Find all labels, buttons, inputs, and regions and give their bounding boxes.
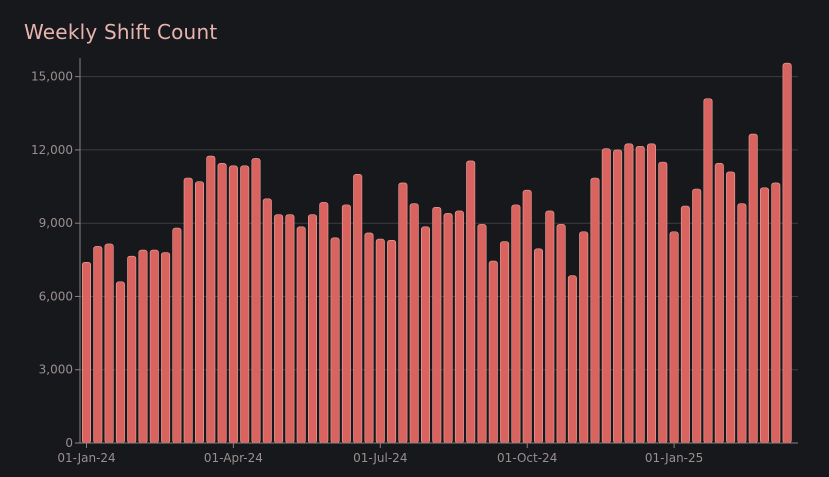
bar (567, 275, 577, 444)
bar (262, 198, 272, 444)
bar (93, 246, 103, 444)
bar (161, 252, 171, 444)
bar (398, 182, 408, 444)
bar (296, 226, 306, 444)
bar (240, 165, 250, 444)
bar (771, 182, 781, 444)
bar (104, 243, 114, 444)
x-tick-label: 01-Jan-24 (57, 451, 115, 465)
bar (206, 155, 216, 444)
bar (375, 238, 385, 444)
y-tick-label: 3,000 (39, 363, 73, 377)
bar (658, 161, 668, 444)
bar (782, 62, 792, 444)
bar (624, 143, 634, 444)
bar (590, 177, 600, 444)
bar (635, 145, 645, 444)
x-axis: 01-Jan-24 01-Apr-24 01-Jul-24 01-Oct-24 01-J… (57, 442, 798, 465)
bar (149, 249, 159, 444)
bar (319, 202, 329, 444)
y-axis: 0 3,000 6,000 9,000 12,000 15,000 (31, 58, 81, 450)
bar (285, 214, 295, 444)
x-tick-label: 01-Apr-24 (204, 451, 263, 465)
bar (601, 148, 611, 444)
bar (138, 249, 148, 444)
bar (387, 239, 397, 444)
bar (680, 205, 690, 444)
bar (217, 163, 227, 444)
bar (443, 213, 453, 444)
bar (330, 237, 340, 444)
x-tick-label: 01-Jan-25 (645, 451, 703, 465)
bar (703, 98, 713, 444)
bar (737, 203, 747, 444)
bar (579, 231, 589, 444)
bar (714, 163, 724, 444)
bar (115, 281, 125, 444)
bar (533, 248, 543, 444)
y-tick-label: 12,000 (31, 143, 73, 157)
bar (432, 207, 442, 444)
bar (726, 171, 736, 444)
bar (409, 203, 419, 444)
bar (748, 133, 758, 444)
bar (477, 224, 487, 444)
bar (82, 261, 92, 444)
bar (364, 232, 374, 444)
bar (454, 210, 464, 444)
bar (420, 226, 430, 444)
bar (183, 177, 193, 444)
y-tick-label: 0 (65, 436, 73, 450)
bar (251, 158, 261, 444)
bar (127, 255, 137, 444)
bar (353, 174, 363, 444)
bar (488, 260, 498, 444)
bar (307, 214, 317, 444)
bar (466, 160, 476, 444)
bar (195, 181, 205, 444)
bar (556, 224, 566, 444)
bar (613, 149, 623, 444)
bar (341, 204, 351, 444)
x-tick-label: 01-Jul-24 (353, 451, 407, 465)
y-tick-label: 9,000 (39, 216, 73, 230)
bar (522, 189, 532, 444)
bar (669, 231, 679, 444)
bar (228, 165, 238, 444)
bars (82, 62, 792, 444)
bar (759, 187, 769, 444)
bar (545, 210, 555, 444)
y-tick-label: 15,000 (31, 70, 73, 84)
y-tick-label: 6,000 (39, 289, 73, 303)
x-tick-label: 01-Oct-24 (497, 451, 557, 465)
bar (646, 143, 656, 444)
bar (692, 188, 702, 444)
chart-title: Weekly Shift Count (24, 20, 218, 44)
bar (500, 241, 510, 444)
bar (511, 204, 521, 444)
bar (274, 214, 284, 444)
bar (172, 227, 182, 444)
